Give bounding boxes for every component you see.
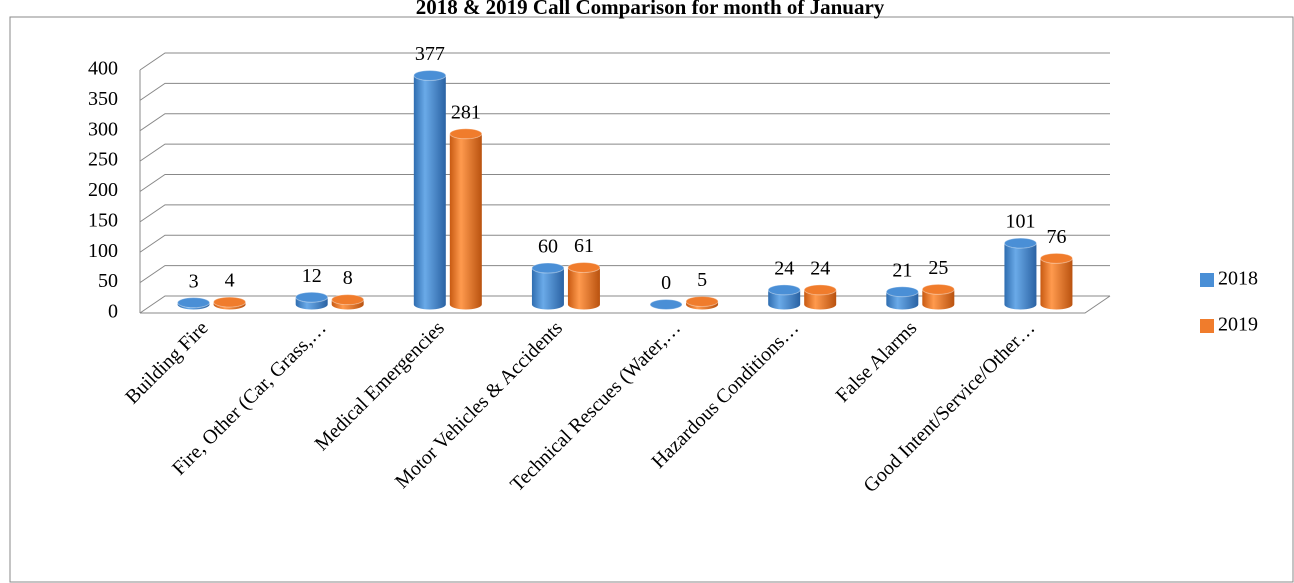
legend-label: 2019 bbox=[1218, 314, 1258, 336]
bar bbox=[567, 261, 601, 310]
value-label: 8 bbox=[343, 267, 353, 289]
value-label: 5 bbox=[697, 269, 707, 291]
bar-top bbox=[685, 295, 719, 307]
x-tick-label: False Alarms bbox=[832, 317, 922, 407]
chart-border bbox=[9, 16, 1294, 583]
bar-body bbox=[531, 268, 564, 310]
bar-body bbox=[213, 302, 246, 310]
x-tick-label: Building Fire bbox=[121, 317, 212, 408]
bar bbox=[213, 296, 247, 310]
legend-label: 2018 bbox=[1218, 268, 1258, 290]
value-label: 60 bbox=[538, 236, 558, 258]
bar bbox=[331, 294, 365, 310]
grid-line bbox=[139, 113, 1110, 132]
bar-top bbox=[921, 283, 955, 295]
bar-body bbox=[686, 301, 719, 310]
bar-top bbox=[531, 262, 565, 274]
grid-line bbox=[139, 52, 1110, 71]
bar bbox=[803, 284, 837, 310]
bar-body bbox=[886, 291, 919, 310]
bar-top bbox=[885, 286, 919, 298]
y-tick-label: 150 bbox=[88, 209, 118, 231]
grid-line bbox=[139, 174, 1110, 192]
bar-body bbox=[567, 267, 600, 310]
bar bbox=[649, 299, 683, 310]
bar-top bbox=[213, 296, 247, 308]
bar-top bbox=[331, 294, 365, 306]
grid-line bbox=[139, 234, 1110, 253]
legend-swatch bbox=[1200, 273, 1214, 287]
value-label: 0 bbox=[661, 272, 671, 294]
grid-line bbox=[139, 295, 1110, 314]
legend-swatch bbox=[1200, 319, 1214, 333]
chart-title: 2018 & 2019 Call Comparison for month of… bbox=[416, 0, 885, 19]
bar-body bbox=[1040, 258, 1073, 310]
value-label: 24 bbox=[774, 258, 794, 280]
bar-top bbox=[177, 297, 211, 309]
bar-body bbox=[449, 133, 482, 310]
bar bbox=[685, 295, 719, 310]
bar bbox=[885, 286, 919, 310]
bar-body bbox=[1004, 243, 1037, 310]
bar bbox=[1003, 237, 1037, 310]
bar bbox=[177, 297, 211, 310]
bar bbox=[295, 291, 329, 310]
y-tick-label: 400 bbox=[88, 58, 118, 80]
value-label: 61 bbox=[574, 235, 594, 257]
bar-top bbox=[413, 69, 447, 81]
bar bbox=[1039, 252, 1073, 310]
bar-body bbox=[768, 289, 801, 310]
value-label: 101 bbox=[1005, 211, 1035, 233]
y-tick-label: 50 bbox=[98, 270, 118, 292]
value-label: 25 bbox=[928, 257, 948, 279]
bar-body bbox=[177, 302, 210, 310]
y-tick-label: 100 bbox=[88, 240, 118, 262]
bar-body bbox=[922, 289, 955, 310]
value-label: 76 bbox=[1046, 226, 1066, 248]
bar bbox=[921, 283, 955, 310]
bar bbox=[449, 128, 483, 310]
y-tick-label: 250 bbox=[88, 149, 118, 171]
bar-top bbox=[295, 291, 329, 303]
bar-body bbox=[295, 297, 328, 310]
bar-top bbox=[767, 284, 801, 296]
bar bbox=[531, 262, 565, 310]
grid-line bbox=[139, 204, 1110, 223]
grid-line bbox=[139, 143, 1110, 162]
bar-body bbox=[804, 289, 837, 310]
bar-top bbox=[1039, 252, 1073, 264]
value-label: 21 bbox=[892, 259, 912, 281]
y-tick-label: 0 bbox=[108, 301, 118, 323]
value-label: 4 bbox=[225, 270, 235, 292]
grid-line bbox=[139, 82, 1110, 101]
title-bg bbox=[150, 0, 1150, 16]
bar bbox=[767, 284, 801, 310]
bar-top bbox=[1003, 237, 1037, 249]
floor bbox=[140, 295, 1111, 314]
y-tick-label: 300 bbox=[88, 118, 118, 140]
value-label: 3 bbox=[189, 270, 199, 292]
value-label: 377 bbox=[415, 43, 445, 65]
grid-line bbox=[139, 265, 1110, 284]
y-tick-label: 350 bbox=[88, 88, 118, 110]
bar-top bbox=[803, 284, 837, 296]
bar-body bbox=[413, 75, 446, 310]
bar bbox=[413, 69, 447, 310]
bar-body bbox=[331, 299, 364, 310]
bar-top bbox=[449, 128, 483, 140]
bar-top bbox=[567, 261, 601, 273]
x-tick-label: Medical Emergencies bbox=[311, 317, 449, 455]
bar-top bbox=[649, 299, 683, 310]
y-tick-label: 200 bbox=[88, 179, 118, 201]
value-label: 12 bbox=[302, 265, 322, 287]
value-label: 24 bbox=[810, 258, 830, 280]
value-label: 281 bbox=[451, 101, 481, 123]
